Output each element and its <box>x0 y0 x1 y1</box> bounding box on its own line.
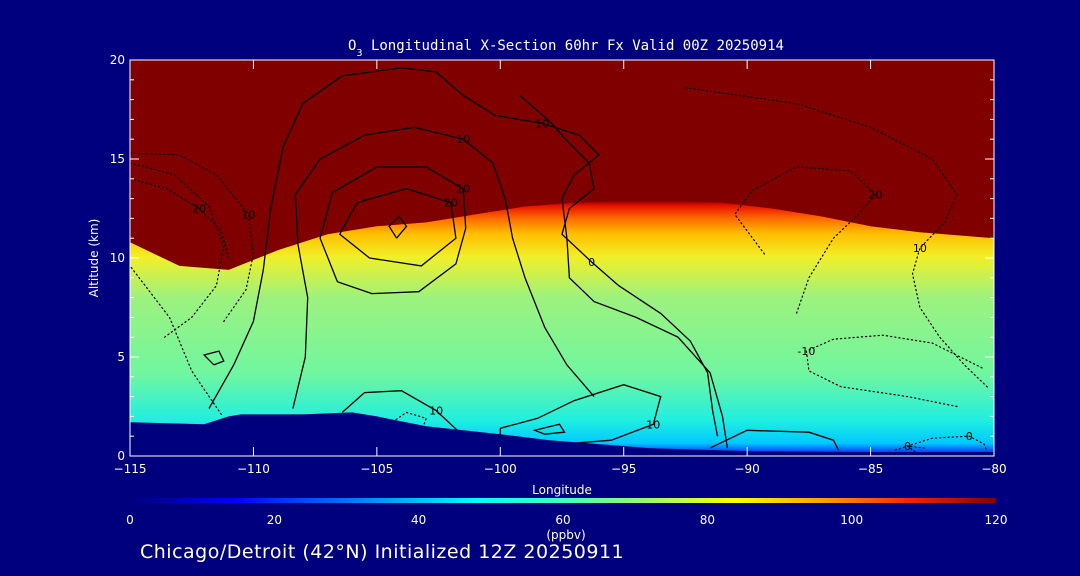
colorbar-tick-label: 20 <box>267 513 282 527</box>
contour-line <box>130 178 230 259</box>
contour-label: 10 <box>646 418 660 431</box>
contour-label: 0 <box>904 440 911 453</box>
contour-label: 10 <box>456 133 470 146</box>
lower-ozone-field <box>130 200 994 456</box>
y-tick-label: 5 <box>117 350 125 364</box>
contour-label: 20 <box>869 189 883 202</box>
contour-label: 0 <box>966 430 973 443</box>
terrain-mask <box>130 412 994 456</box>
colorbar-tick-label: 60 <box>555 513 570 527</box>
contour-label: -10 <box>797 345 815 358</box>
contour-line <box>202 350 225 366</box>
contour-line <box>905 445 926 453</box>
contour-line <box>684 87 990 390</box>
contour-line <box>388 215 408 239</box>
contour-label: 10 <box>913 242 927 255</box>
x-tick-label: −105 <box>360 462 393 476</box>
chart-title: O3 Longitudinal X-Section 60hr Fx Valid … <box>348 38 784 59</box>
y-tick-label: 0 <box>117 449 125 463</box>
contour-line <box>734 166 877 314</box>
contour-line <box>709 429 840 451</box>
colorbar-tick-label: 80 <box>700 513 715 527</box>
y-tick-label: 15 <box>110 152 125 166</box>
colorbar-tick-label: 120 <box>985 513 1008 527</box>
contour-line <box>532 423 566 435</box>
title-subscript: 3 <box>356 48 362 59</box>
x-tick-label: −115 <box>114 462 147 476</box>
colorbar <box>130 498 996 503</box>
x-tick-label: −80 <box>981 462 1006 476</box>
x-tick-label: −100 <box>484 462 517 476</box>
contour-label: 10 <box>429 405 443 418</box>
colorbar-tick-label: 100 <box>840 513 863 527</box>
y-tick-label: 20 <box>110 53 125 67</box>
contour-label: 0 <box>588 256 595 269</box>
contour-line <box>319 166 467 295</box>
x-axis-label: Longitude <box>532 483 592 497</box>
contour-line <box>519 95 719 437</box>
contour-line <box>338 188 457 267</box>
x-tick-label: −95 <box>611 462 636 476</box>
contour-line <box>130 152 255 322</box>
contour-line <box>894 435 988 451</box>
contour-line <box>292 126 595 409</box>
run-info-footer: Chicago/Detroit (42°N) Initialized 12Z 2… <box>140 541 625 563</box>
colorbar-ticks: 0 20 40 60 80 100 120 <box>126 513 1007 527</box>
y-axis-label: Altitude (km) <box>87 219 101 298</box>
contour-label: 10 <box>535 117 549 130</box>
x-tick-label: −85 <box>858 462 883 476</box>
colorbar-tick-label: 0 <box>126 513 134 527</box>
x-tick-label: −90 <box>734 462 759 476</box>
contour-label: 10 <box>242 208 256 221</box>
contour-line <box>130 162 225 338</box>
contour-line <box>805 334 985 408</box>
contour-label: 20 <box>444 197 458 210</box>
y-axis-ticks: 0 5 10 15 20 <box>110 53 994 463</box>
x-tick-label: −110 <box>237 462 270 476</box>
y-tick-label: 10 <box>110 251 125 265</box>
x-axis-ticks: −115 −110 −105 −100 −95 −90 −85 −80 <box>114 60 1007 476</box>
contour-label: 20 <box>192 203 206 216</box>
colorbar-unit-label: (ppbv) <box>546 528 585 542</box>
colorbar-tick-label: 40 <box>411 513 426 527</box>
title-text: Longitudinal X-Section 60hr Fx Valid 00Z… <box>363 38 784 54</box>
contour-line <box>130 265 222 415</box>
contour-line <box>208 67 729 449</box>
contour-label: 10 <box>456 183 470 196</box>
